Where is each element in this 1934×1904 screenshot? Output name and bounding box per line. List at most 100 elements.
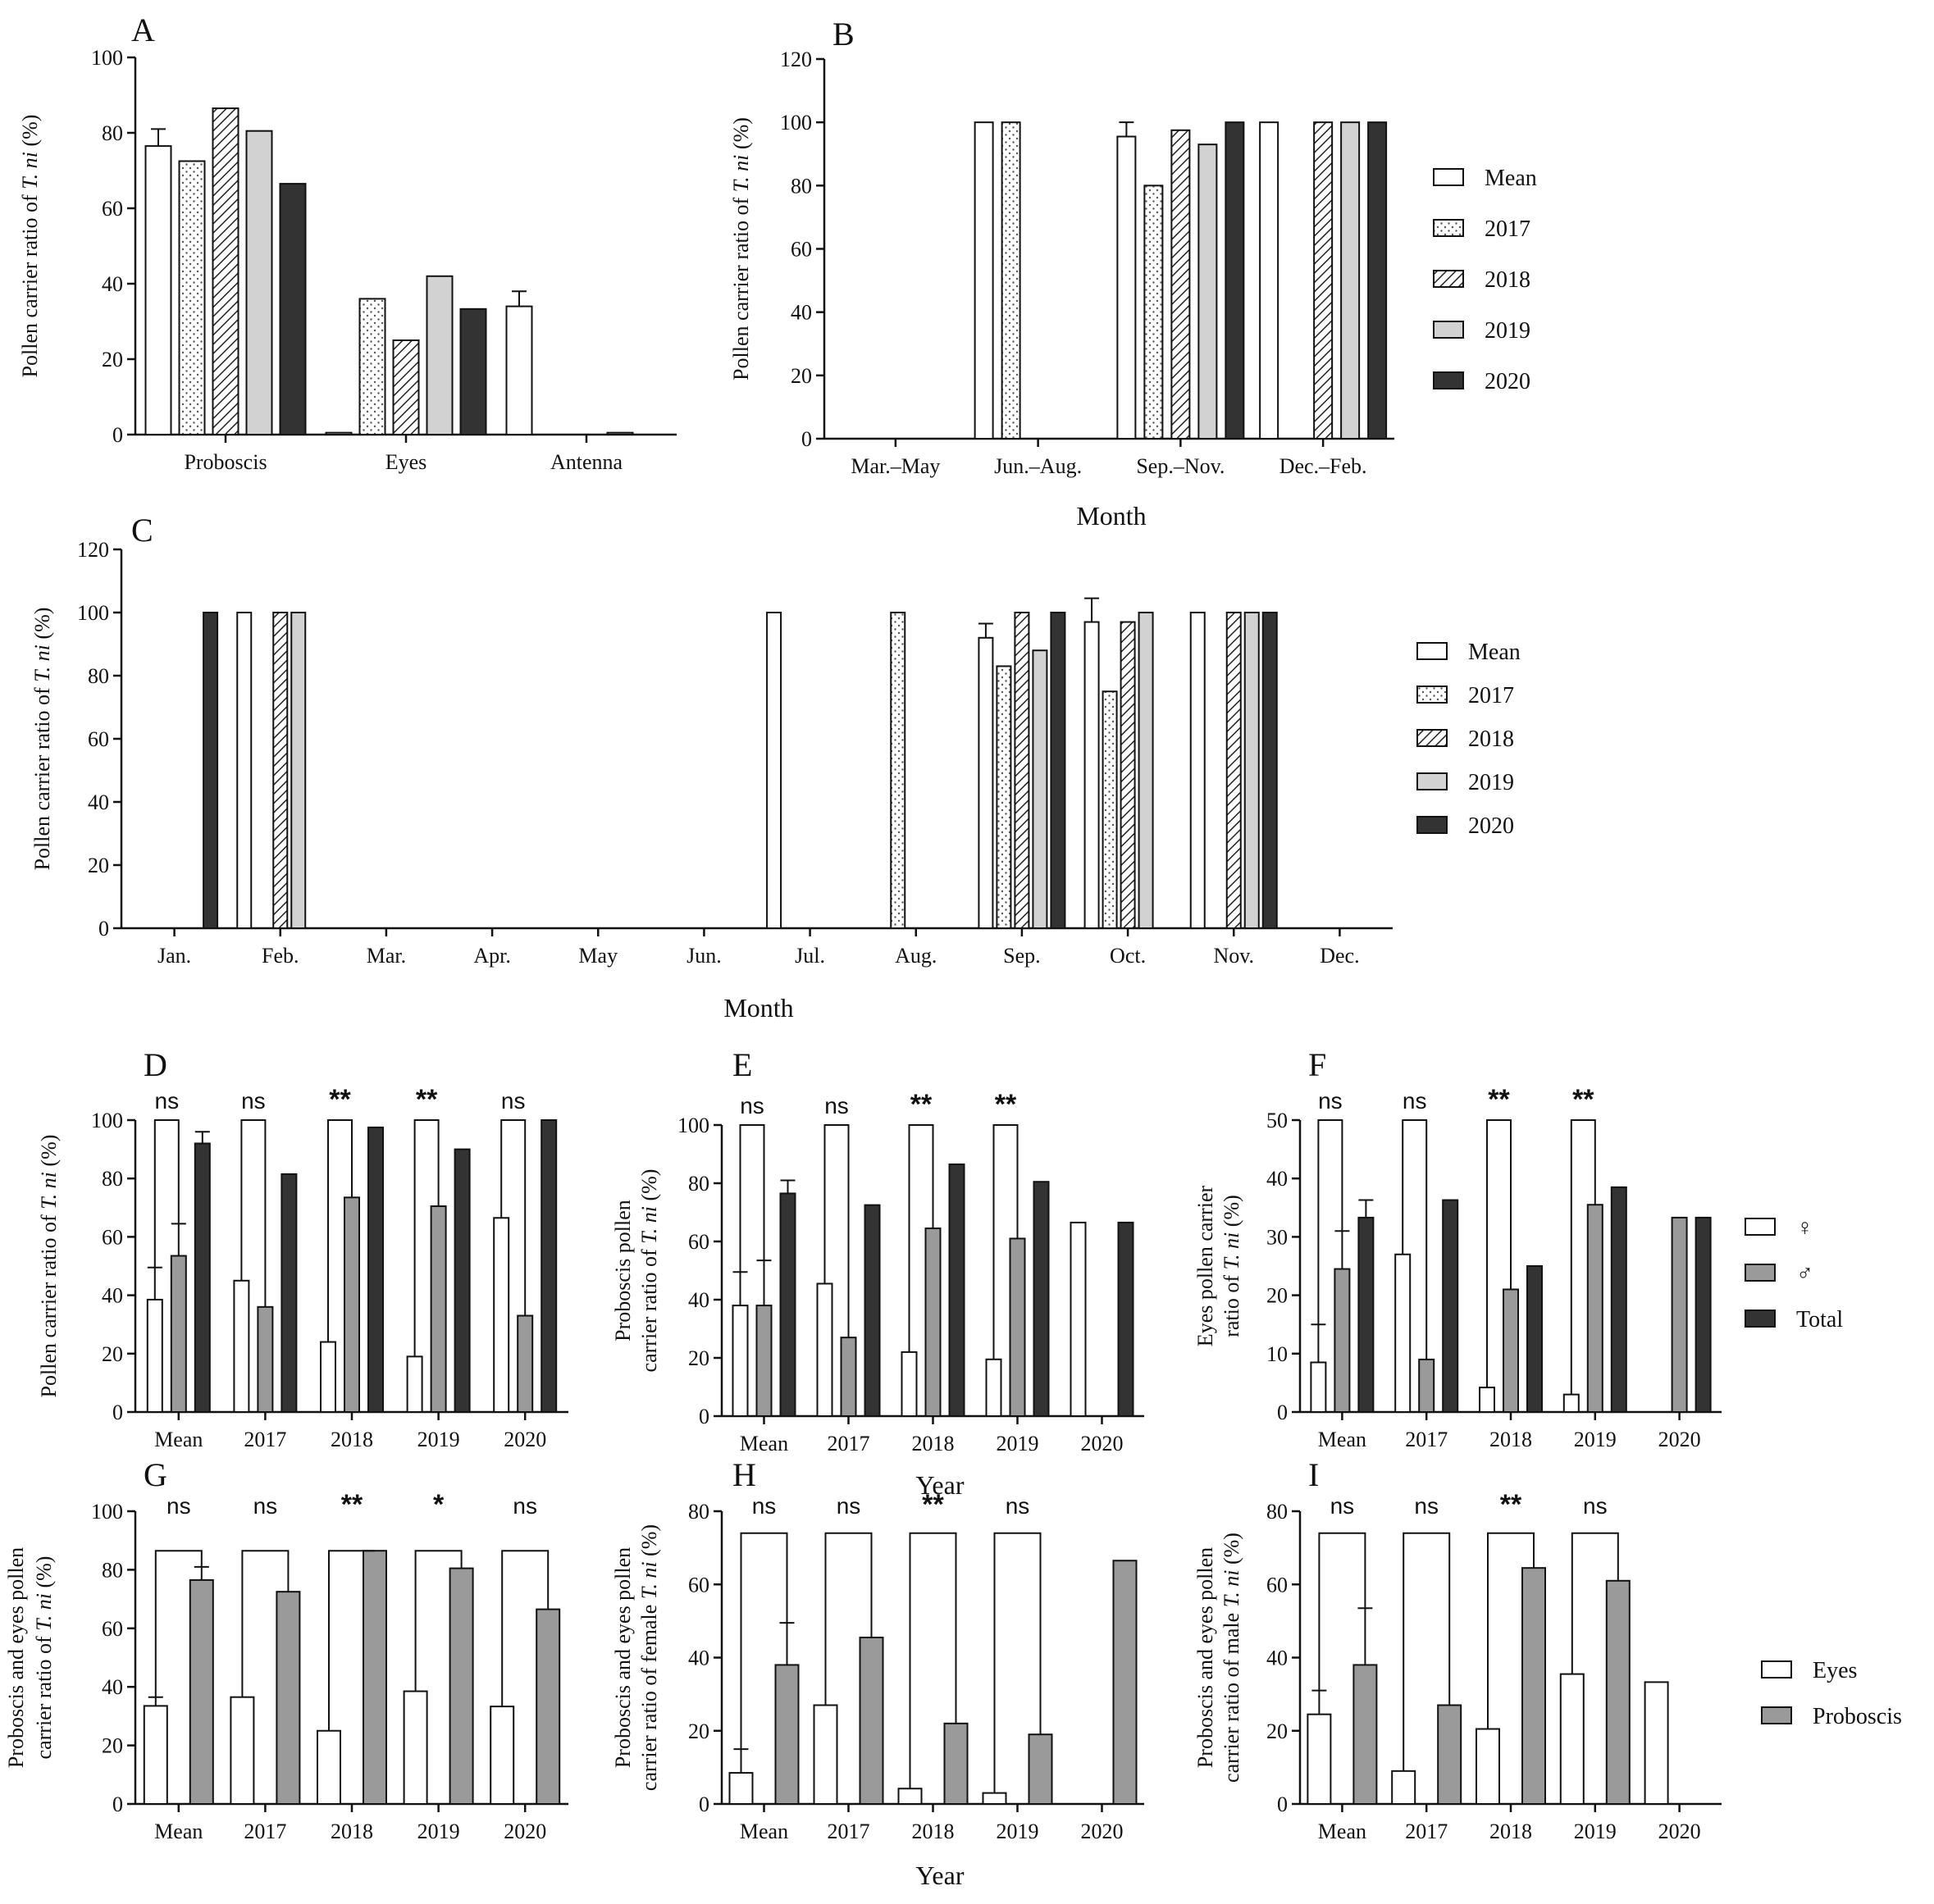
bar-a-2018-1 [392, 339, 420, 435]
bar-b-mean-3 [1259, 121, 1279, 440]
y-tick-label: 40 [88, 790, 109, 814]
bar-f--2 [1479, 1387, 1495, 1413]
y-axis-label: carrier ratio of female T. ni (%) [637, 1524, 661, 1791]
significance-label: ** [995, 1089, 1017, 1120]
y-tick-label: 80 [102, 121, 123, 145]
x-tick-label: Mean [740, 1432, 788, 1455]
bar-c-2017-7 [890, 612, 906, 929]
bar-f--3 [1586, 1204, 1603, 1413]
y-tick-label: 40 [102, 1284, 123, 1308]
bar-a-2019-0 [245, 130, 273, 435]
bar-h-eyes-0 [728, 1772, 754, 1806]
panel-tag: H [732, 1456, 756, 1493]
significance-label: ns [253, 1493, 278, 1519]
bar-d-total-0 [194, 1142, 211, 1413]
legend-label: 2019 [1468, 770, 1514, 795]
panel-d: D 0 20 40 60 80 100 Mean 2017 2018 2019 2020 ns ns ** *… [37, 1046, 568, 1451]
bar-e--2 [901, 1351, 918, 1418]
bar-d-total-4 [541, 1119, 558, 1413]
bar-a-2020-0 [279, 183, 307, 435]
bar-e-total-1 [864, 1204, 881, 1417]
axis-label-part: T. ni [30, 645, 54, 682]
y-tick-label: 60 [688, 1573, 709, 1597]
axis-label-part: carrier ratio of male [1220, 1607, 1243, 1783]
x-tick-label: 2018 [912, 1432, 955, 1455]
y-tick-label: 0 [112, 423, 123, 447]
significance-label: ** [1500, 1489, 1522, 1520]
y-tick-label: 60 [102, 1225, 123, 1249]
significance-label: ns [752, 1493, 777, 1519]
bar-h-eyes-2 [897, 1788, 923, 1806]
legend-swatch [1416, 772, 1448, 790]
significance-bracket [823, 1124, 850, 1338]
significance-label: ns [513, 1493, 537, 1519]
x-tick-label: Eyes [385, 450, 427, 474]
y-tick-label: 40 [688, 1647, 709, 1670]
bar-h-proboscis-1 [859, 1636, 884, 1806]
y-tick-label: 20 [102, 1342, 123, 1366]
significance-label: ns [824, 1093, 849, 1118]
bar-d-total-2 [367, 1126, 384, 1414]
legend-swatch [1433, 168, 1464, 186]
bar-g-proboscis-2 [363, 1550, 387, 1805]
axis-label-part: Pollen carrier ratio of [729, 192, 753, 380]
axis-label-part: T. ni [18, 152, 42, 189]
legend-label: 2020 [1485, 369, 1530, 394]
significance-label: ns [241, 1088, 266, 1114]
x-tick-label: Jul. [795, 944, 825, 968]
y-tick-label: 120 [77, 538, 109, 562]
bar-c-2017-8 [996, 665, 1012, 929]
bar-h-proboscis-4 [1112, 1560, 1138, 1806]
legend-label: 2017 [1485, 216, 1530, 242]
bar-i-proboscis-2 [1521, 1567, 1546, 1805]
legend-years-month: Mean 2017 2018 2019 2020 [1416, 640, 1521, 839]
x-tick-label: 2020 [1658, 1428, 1701, 1451]
y-tick-label: 100 [780, 111, 812, 134]
legend-label: ♀ [1796, 1215, 1813, 1241]
panel-tag: E [732, 1046, 752, 1083]
significance-bracket [154, 1550, 203, 1697]
y-tick-label: 20 [688, 1720, 709, 1743]
axis-label-part: (%) [637, 1169, 661, 1206]
x-tick-label: Proboscis [184, 450, 267, 474]
bar-e-total-2 [948, 1163, 965, 1418]
y-tick-label: 0 [801, 427, 812, 451]
axis-label-part: (%) [1220, 1195, 1243, 1232]
significance-bracket [740, 1532, 788, 1750]
bar-d-total-1 [281, 1173, 298, 1413]
x-axis-label: Month [723, 993, 793, 1023]
significance-bracket [1487, 1532, 1535, 1729]
significance-bracket [413, 1119, 440, 1357]
x-tick-label: 2020 [1081, 1820, 1124, 1843]
x-tick-label: 2019 [997, 1820, 1039, 1843]
y-tick-label: 40 [1266, 1647, 1288, 1670]
y-tick-label: 100 [677, 1114, 709, 1137]
x-tick-label: Jun. [686, 944, 722, 968]
y-tick-label: 0 [1277, 1401, 1288, 1424]
x-tick-label: Nov. [1213, 944, 1254, 968]
x-tick-label: 2019 [417, 1820, 460, 1843]
significance-bracket [1570, 1119, 1596, 1395]
panel-tag: F [1308, 1046, 1326, 1083]
bar-d--0 [146, 1298, 163, 1413]
x-tick-label: Dec. [1320, 944, 1359, 968]
axis-label-part: ratio of [1220, 1269, 1243, 1337]
bar-e-total-4 [1117, 1221, 1134, 1418]
y-axis-label: Pollen carrier ratio of T. ni (%) [729, 117, 753, 380]
bar-d--1 [257, 1305, 274, 1413]
bar-g-eyes-3 [403, 1690, 428, 1805]
y-tick-label: 60 [102, 197, 123, 221]
bar-i-eyes-4 [1644, 1681, 1669, 1805]
bar-c-2020-0 [203, 612, 219, 929]
bar-f-total-0 [1357, 1216, 1375, 1414]
significance-bracket [327, 1119, 353, 1342]
y-axis-label: Proboscis and eyes pollen [611, 1547, 635, 1768]
bar-f--0 [1334, 1268, 1351, 1414]
panel-b: B 0 20 40 60 80 100 120 Mar.–May Jun.–Aug. Sep.–No… [729, 16, 1394, 531]
panel-tag: C [131, 512, 153, 549]
bar-d--3 [406, 1355, 423, 1413]
y-tick-label: 0 [112, 1401, 123, 1424]
significance-label: ns [1583, 1493, 1608, 1519]
bar-e--3 [985, 1358, 1002, 1418]
y-axis-label: carrier ratio of T. ni (%) [32, 1556, 56, 1760]
